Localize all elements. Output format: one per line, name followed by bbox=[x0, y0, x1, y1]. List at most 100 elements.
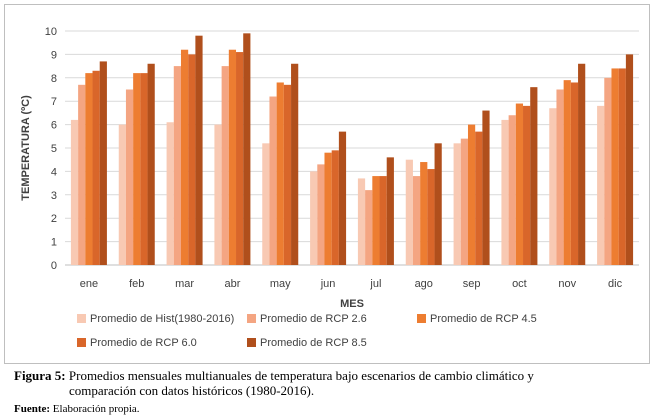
x-tick-label: jun bbox=[320, 278, 336, 290]
legend: Promedio de Hist(1980-2016) Promedio de R… bbox=[77, 313, 537, 349]
legend-label: Promedio de RCP 8.5 bbox=[260, 337, 367, 349]
bar-oct-series-4 bbox=[523, 105, 531, 265]
legend-swatch bbox=[247, 314, 256, 323]
bar-jun-series-3 bbox=[324, 152, 332, 265]
bar-may-series-4 bbox=[283, 84, 292, 265]
bar-nov-series-3 bbox=[563, 80, 571, 265]
caption-text-continued: comparación con datos históricos (1980-2… bbox=[69, 383, 315, 398]
bar-feb-series-1 bbox=[118, 124, 126, 265]
legend-swatch bbox=[247, 338, 256, 347]
x-tick-label: may bbox=[270, 278, 291, 290]
y-tick-label: 3 bbox=[51, 190, 57, 202]
bar-mar-series-2 bbox=[173, 66, 181, 265]
bar-sep-series-2 bbox=[460, 138, 468, 265]
legend-label: Promedio de RCP 6.0 bbox=[90, 337, 197, 349]
bar-ene-series-4 bbox=[92, 70, 100, 265]
temperature-bar-chart: 0 1 2 3 4 5 6 7 8 9 10 ene feb mar abr may jun jul ago sep… bbox=[20, 26, 639, 349]
y-tick-labels: 0 1 2 3 4 5 6 7 8 9 10 bbox=[45, 26, 57, 272]
bar-may-series-2 bbox=[269, 96, 277, 266]
bar-nov-series-2 bbox=[556, 89, 564, 265]
bar-oct-series-1 bbox=[501, 119, 509, 265]
y-tick-label: 8 bbox=[51, 73, 57, 85]
bar-feb-series-3 bbox=[133, 73, 141, 266]
bar-mar-series-1 bbox=[166, 122, 174, 265]
bar-abr-series-4 bbox=[236, 52, 244, 266]
bar-sep-series-4 bbox=[475, 131, 483, 265]
bar-ago-series-5 bbox=[434, 143, 442, 265]
y-tick-label: 10 bbox=[45, 26, 57, 38]
bar-mar-series-5 bbox=[195, 35, 203, 266]
bar-abr-series-1 bbox=[214, 124, 222, 265]
x-tick-label: oct bbox=[512, 278, 527, 290]
bar-ene-series-3 bbox=[85, 73, 93, 266]
grid-lines bbox=[65, 30, 639, 266]
bar-jun-series-4 bbox=[331, 150, 339, 265]
x-tick-label: mar bbox=[175, 278, 194, 290]
y-tick-label: 4 bbox=[51, 166, 57, 178]
bar-ago-series-2 bbox=[412, 176, 421, 265]
bar-abr-series-3 bbox=[228, 49, 237, 265]
bar-jun-series-1 bbox=[310, 171, 318, 265]
x-tick-label: abr bbox=[224, 278, 240, 290]
y-tick-label: 6 bbox=[51, 120, 57, 132]
bar-jul-series-3 bbox=[372, 176, 380, 265]
y-tick-label: 0 bbox=[51, 260, 57, 272]
bar-oct-series-2 bbox=[508, 115, 516, 266]
y-tick-label: 9 bbox=[51, 49, 57, 61]
x-tick-label: sep bbox=[463, 278, 481, 290]
bar-nov-series-1 bbox=[549, 108, 557, 265]
bar-sep-series-1 bbox=[453, 143, 461, 265]
legend-label: Promedio de RCP 4.5 bbox=[430, 313, 537, 325]
bar-jun-series-5 bbox=[338, 131, 347, 265]
caption-text: Promedios mensuales multianuales de temp… bbox=[68, 368, 534, 383]
bar-ene-series-1 bbox=[70, 119, 79, 265]
x-tick-labels: ene feb mar abr may jun jul ago sep oct nov dic bbox=[80, 278, 623, 290]
bar-dic-series-2 bbox=[604, 77, 612, 265]
bar-ago-series-3 bbox=[420, 162, 428, 265]
bar-oct-series-5 bbox=[530, 87, 538, 265]
caption-label: Figura 5: bbox=[14, 368, 66, 383]
x-tick-label: jul bbox=[369, 278, 381, 290]
bar-abr-series-2 bbox=[221, 66, 229, 265]
x-axis-title: MES bbox=[340, 298, 364, 310]
legend-swatch bbox=[77, 338, 86, 347]
chart-frame: 0 1 2 3 4 5 6 7 8 9 10 ene feb mar abr may jun jul ago sep… bbox=[4, 4, 650, 364]
bar-sep-series-5 bbox=[482, 110, 490, 265]
bar-jun-series-2 bbox=[317, 164, 325, 265]
bar-mar-series-4 bbox=[188, 54, 196, 266]
bar-dic-series-4 bbox=[618, 68, 626, 265]
y-tick-label: 5 bbox=[51, 143, 57, 155]
bar-may-series-3 bbox=[276, 82, 284, 265]
y-tick-label: 2 bbox=[51, 213, 57, 225]
bar-ago-series-4 bbox=[427, 169, 435, 265]
bar-jul-series-1 bbox=[357, 178, 366, 265]
bar-dic-series-1 bbox=[597, 105, 605, 265]
y-axis-title: TEMPERATURA (ºC) bbox=[20, 95, 32, 201]
bar-nov-series-4 bbox=[570, 82, 579, 265]
legend-label: Promedio de RCP 2.6 bbox=[260, 313, 367, 325]
bar-dic-series-5 bbox=[625, 54, 634, 266]
legend-swatch bbox=[77, 314, 86, 323]
bar-sep-series-3 bbox=[467, 124, 476, 265]
x-tick-label: ene bbox=[80, 278, 98, 290]
bar-may-series-5 bbox=[291, 63, 299, 266]
bar-feb-series-2 bbox=[125, 89, 134, 265]
bar-jul-series-4 bbox=[379, 176, 387, 265]
bar-dic-series-3 bbox=[611, 68, 619, 265]
x-tick-label: dic bbox=[608, 278, 623, 290]
x-tick-label: nov bbox=[558, 278, 576, 290]
bar-abr-series-5 bbox=[243, 33, 251, 266]
legend-swatch bbox=[417, 314, 426, 323]
legend-label: Promedio de Hist(1980-2016) bbox=[90, 313, 234, 325]
bar-jul-series-2 bbox=[365, 190, 373, 265]
bar-feb-series-5 bbox=[147, 63, 155, 266]
bar-feb-series-4 bbox=[140, 73, 148, 266]
y-tick-label: 1 bbox=[51, 237, 57, 249]
bar-mar-series-3 bbox=[180, 49, 189, 265]
bar-ene-series-5 bbox=[99, 61, 107, 265]
source-text: Elaboración propia. bbox=[52, 403, 140, 415]
x-tick-label: ago bbox=[415, 278, 433, 290]
bar-ene-series-2 bbox=[78, 84, 86, 265]
y-tick-label: 7 bbox=[51, 96, 57, 108]
bars bbox=[70, 33, 634, 266]
